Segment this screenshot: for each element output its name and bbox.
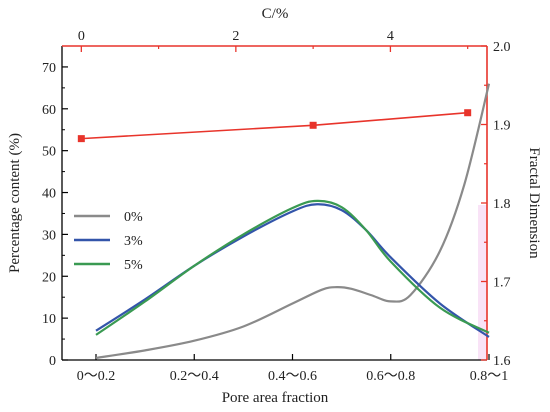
ticks-layer: 0～0.2 0.2～0.4 0.4～0.6 0.6～0.8 0.8～1010203040…	[42, 29, 511, 384]
y-left-tick-label: 60	[42, 103, 56, 118]
y-left-tick-label: 70	[42, 61, 56, 76]
x-top-axis-title: C/%	[262, 6, 289, 22]
y-left-tick-label: 0	[49, 354, 56, 369]
x-bottom-tick-label: 0～0.2	[77, 369, 116, 384]
series-line-5pct	[95, 199, 490, 336]
x-bottom-tick-label: 0.6～0.8	[366, 369, 415, 384]
y-left-tick-label: 40	[42, 187, 56, 202]
y-left-tick-label: 30	[42, 228, 56, 243]
x-top-tick-label: 2	[232, 29, 239, 44]
y-right-tick-label: 1.7	[493, 276, 511, 291]
fractal-dimension-point	[77, 135, 85, 143]
y-left-tick-label: 10	[42, 312, 56, 327]
legend: 0% 3% 5%	[74, 210, 143, 273]
x-bottom-tick-label: 0.8～1	[470, 369, 509, 384]
x-top-tick-label: 4	[387, 29, 394, 44]
y-right-tick-label: 1.6	[493, 354, 511, 369]
x-bottom-tick-label: 0.2～0.4	[170, 369, 219, 384]
right-edge-shading	[478, 205, 487, 360]
y-right-tick-label: 2.0	[493, 40, 511, 55]
legend-label: 0%	[124, 210, 143, 225]
y-right-tick-label: 1.8	[493, 197, 511, 212]
series-line-fractal-dimension	[81, 111, 468, 140]
series-line-0pct	[95, 83, 491, 359]
x-top-tick-label: 0	[78, 29, 85, 44]
y-left-tick-label: 50	[42, 145, 56, 160]
y-right-tick-label: 1.9	[493, 119, 511, 134]
series-layer	[77, 83, 491, 359]
y-left-axis-title: Percentage content (%)	[7, 133, 23, 273]
legend-label: 3%	[124, 234, 143, 249]
x-bottom-tick-label: 0.4～0.6	[268, 369, 317, 384]
fractal-dimension-point	[464, 109, 472, 117]
y-left-tick-label: 20	[42, 270, 56, 285]
y-right-axis-title: Fractal Dimension	[526, 147, 542, 259]
x-bottom-axis-title: Pore area fraction	[222, 390, 329, 406]
legend-label: 5%	[124, 258, 143, 273]
fractal-dimension-point	[309, 121, 317, 129]
